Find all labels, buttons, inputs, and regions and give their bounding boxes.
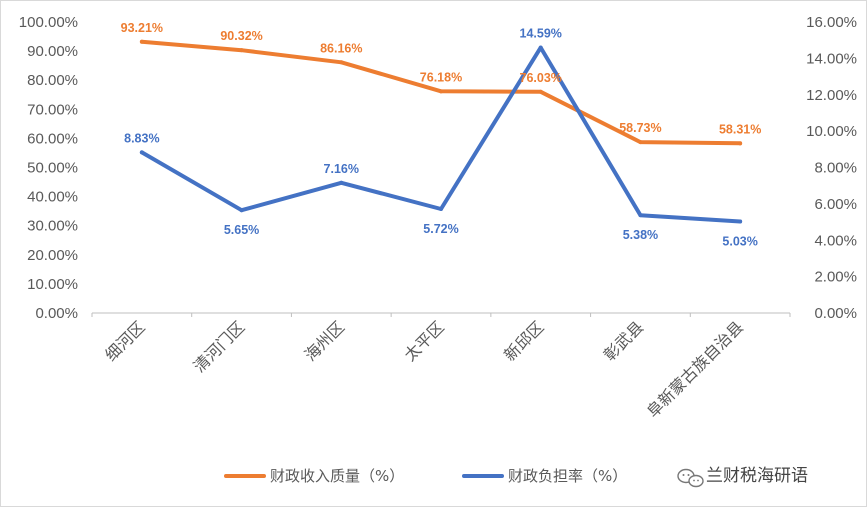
data-label: 14.59% — [520, 27, 562, 41]
left-y-tick-label: 50.00% — [27, 160, 78, 177]
data-point — [439, 89, 443, 94]
data-point — [339, 180, 344, 185]
data-label: 76.18% — [420, 70, 462, 84]
left-y-tick-label: 40.00% — [27, 189, 78, 206]
left-y-axis: 0.00% 10.00% 20.00% 30.00% 40.00% 50.00% 60.00… — [19, 14, 78, 322]
right-y-tick-label: 10.00% — [806, 123, 857, 140]
data-label: 5.03% — [722, 235, 757, 249]
wechat-icon — [677, 468, 704, 488]
left-y-tick-label: 0.00% — [35, 305, 78, 322]
data-point — [339, 60, 344, 65]
data-label: 58.73% — [619, 121, 661, 135]
data-label: 76.03% — [520, 71, 562, 85]
data-point — [239, 48, 244, 53]
right-y-tick-label: 12.00% — [806, 87, 857, 104]
legend: 财政收入质量（%） 财政负担率（%） — [224, 467, 627, 485]
data-point — [538, 89, 543, 94]
data-point — [638, 213, 643, 218]
data-point — [139, 39, 144, 44]
watermark-text: 兰财税海研语 — [706, 466, 808, 486]
data-point — [239, 208, 244, 213]
data-labels: 93.21% 90.32% 86.16% 76.18% 76.03% 58.73% 58.3… — [121, 21, 762, 249]
data-label: 5.72% — [423, 222, 458, 236]
right-y-tick-label: 2.00% — [814, 269, 857, 286]
data-label: 58.31% — [719, 122, 761, 136]
data-label: 93.21% — [121, 21, 163, 35]
right-y-tick-label: 8.00% — [814, 160, 857, 177]
left-y-tick-label: 80.00% — [27, 72, 78, 89]
data-point — [439, 206, 443, 211]
left-y-tick-label: 60.00% — [27, 130, 78, 147]
right-y-axis: 0.00% 2.00% 4.00% 6.00% 8.00% 10.00% 12.00% 14.… — [806, 14, 857, 322]
data-label: 90.32% — [220, 29, 262, 43]
left-y-tick-label: 20.00% — [27, 247, 78, 264]
left-y-tick-label: 30.00% — [27, 218, 78, 235]
data-label: 5.65% — [224, 223, 259, 237]
watermark: 兰财税海研语 — [677, 466, 808, 488]
data-point — [738, 219, 743, 224]
data-point — [139, 150, 144, 155]
legend-label: 财政收入质量（%） — [270, 467, 404, 485]
data-label: 5.38% — [623, 228, 658, 242]
right-y-tick-label: 6.00% — [814, 196, 857, 213]
legend-label: 财政负担率（%） — [508, 467, 627, 485]
legend-item-1: 财政负担率（%） — [462, 467, 627, 485]
left-y-tick-label: 10.00% — [27, 276, 78, 293]
left-y-tick-label: 70.00% — [27, 101, 78, 118]
data-label: 7.16% — [324, 162, 359, 176]
data-point — [638, 140, 643, 145]
data-point — [738, 141, 743, 146]
right-y-tick-label: 0.00% — [814, 305, 857, 322]
right-y-tick-label: 16.00% — [806, 14, 857, 31]
data-label: 8.83% — [124, 131, 159, 145]
right-y-tick-label: 14.00% — [806, 50, 857, 67]
left-y-tick-label: 100.00% — [19, 14, 78, 31]
data-point — [538, 45, 543, 50]
data-label: 86.16% — [320, 41, 362, 55]
legend-item-0: 财政收入质量（%） — [224, 467, 404, 485]
right-y-tick-label: 4.00% — [814, 232, 857, 249]
series-layer — [139, 39, 743, 224]
left-y-tick-label: 90.00% — [27, 43, 78, 60]
